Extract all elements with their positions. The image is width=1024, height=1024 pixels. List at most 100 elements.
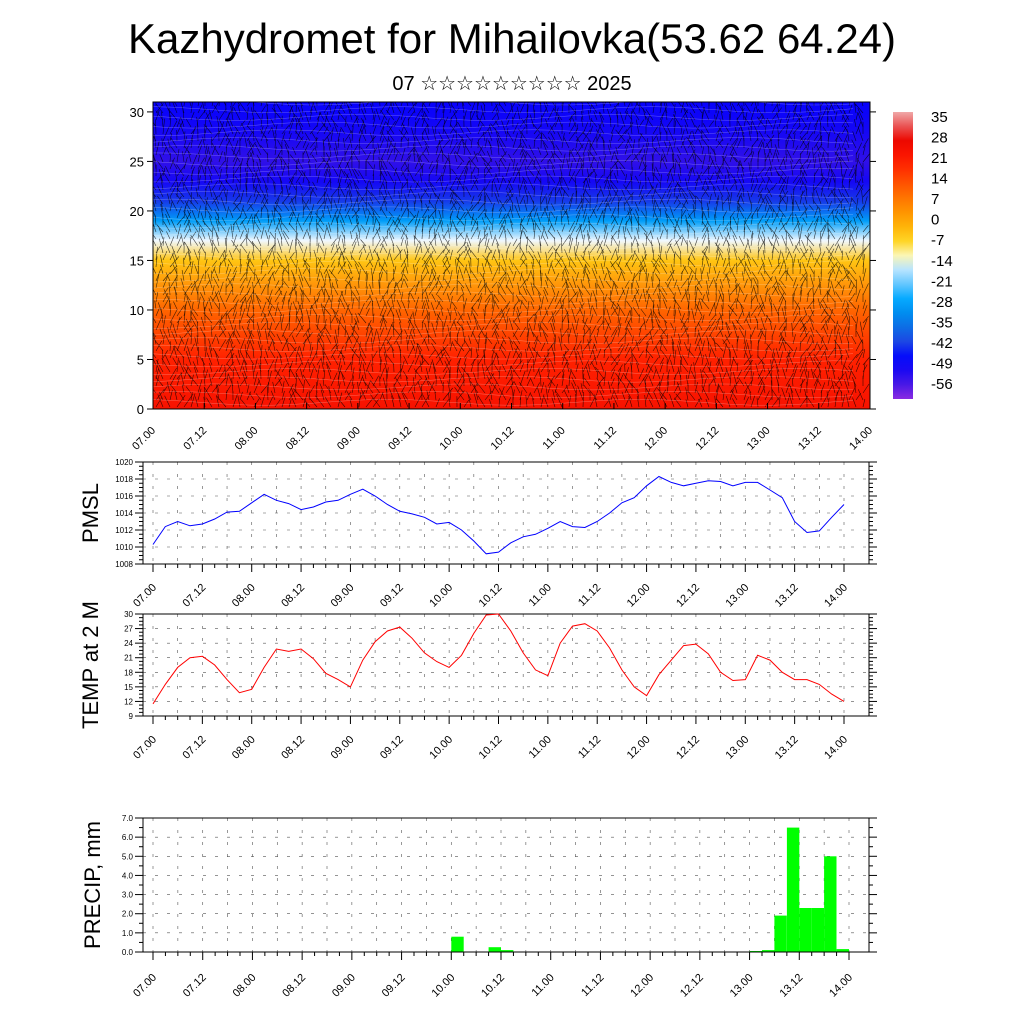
wind-barb	[681, 354, 689, 366]
wind-barb	[708, 145, 710, 156]
wind-barb	[531, 330, 542, 345]
wind-barb	[206, 209, 213, 219]
wind-barb	[523, 230, 528, 240]
wind-barb	[553, 108, 563, 121]
wind-barb	[540, 196, 542, 212]
wind-barb	[764, 187, 773, 198]
wind-barb	[339, 298, 346, 310]
wind-barb	[533, 313, 537, 324]
wind-barb	[575, 143, 584, 156]
wind-barb	[281, 278, 284, 289]
wind-barb	[729, 152, 734, 163]
wind-barb	[470, 359, 475, 373]
wind-barb	[537, 251, 542, 261]
wind-barb	[715, 195, 719, 205]
wind-barb	[764, 134, 775, 149]
wind-barb	[393, 152, 399, 163]
wind-barb	[375, 108, 381, 121]
wind-barb	[368, 245, 374, 261]
wind-barb	[393, 116, 401, 128]
wind-barb	[260, 322, 267, 331]
wind-barb	[493, 294, 500, 303]
wind-barb	[736, 187, 742, 198]
wind-barb	[444, 354, 451, 366]
wind-barb	[402, 370, 409, 380]
wind-barb	[379, 138, 385, 149]
wind-barb	[575, 204, 583, 219]
wind-barb	[421, 206, 430, 219]
wind-barb	[518, 184, 521, 198]
wind-barb	[183, 210, 192, 226]
wind-barb	[288, 177, 297, 191]
wind-barb	[851, 315, 857, 324]
colorbar-label: -35	[931, 314, 953, 331]
wind-barb	[670, 359, 675, 373]
wind-barb	[806, 131, 814, 142]
wind-barb	[281, 295, 286, 310]
wind-barb	[799, 326, 807, 338]
wind-barb	[379, 235, 388, 247]
wind-barb	[326, 269, 332, 282]
wind-barb	[834, 152, 839, 163]
wind-barb	[304, 112, 311, 128]
wind-barb	[267, 321, 273, 338]
wind-barb	[610, 167, 612, 177]
wind-barb	[819, 243, 822, 254]
wind-barb	[681, 191, 689, 205]
wind-barb	[281, 157, 290, 170]
wind-barb	[718, 230, 724, 240]
wind-barb	[323, 247, 327, 261]
wind-barb	[700, 136, 710, 149]
wind-barb	[398, 129, 409, 142]
wind-barb	[651, 194, 654, 205]
wind-barb	[708, 193, 712, 205]
wind-barb	[554, 188, 557, 205]
wind-barb	[393, 281, 397, 296]
wind-barb	[617, 195, 620, 212]
wind-barb	[582, 240, 592, 254]
wind-barb	[498, 134, 507, 149]
wind-barb	[345, 329, 353, 345]
wind-barb	[736, 262, 738, 275]
wind-barb	[351, 144, 359, 156]
wind-barb	[589, 357, 596, 366]
wind-barb	[512, 143, 522, 156]
wind-barb	[819, 302, 829, 317]
wind-barb	[750, 207, 758, 219]
wind-barb	[694, 230, 696, 240]
wind-barb	[843, 207, 850, 219]
wind-barb	[382, 295, 388, 310]
wind-barb	[702, 211, 710, 226]
wind-barb	[330, 309, 339, 324]
wind-barb	[786, 148, 794, 163]
wind-barb	[487, 246, 493, 254]
wind-barb	[613, 280, 619, 296]
wind-barb	[316, 257, 322, 268]
wind-barb	[624, 102, 626, 107]
wind-barb	[715, 294, 721, 310]
wind-barb	[495, 128, 500, 142]
wind-barb	[788, 234, 794, 247]
wind-barb	[325, 152, 332, 163]
wind-barb	[386, 323, 393, 338]
wind-barb	[527, 176, 535, 191]
wind-barb	[771, 102, 780, 114]
wind-barb	[468, 275, 472, 289]
wind-barb	[183, 102, 185, 107]
wind-barb	[314, 145, 318, 156]
wind-barb	[527, 191, 535, 205]
wind-barb	[561, 370, 565, 380]
wind-barb	[439, 177, 444, 191]
wind-barb	[281, 265, 290, 275]
wind-barb	[851, 139, 857, 149]
wind-barb	[631, 109, 640, 121]
wind-barb	[416, 154, 423, 170]
wind-barb	[341, 238, 346, 254]
wind-barb	[857, 112, 864, 128]
wind-barb	[700, 298, 710, 310]
wind-barb	[582, 328, 586, 345]
wind-barb	[162, 335, 165, 345]
wind-barb	[743, 251, 746, 261]
wind-barb	[771, 285, 778, 296]
wind-barb	[162, 250, 168, 261]
